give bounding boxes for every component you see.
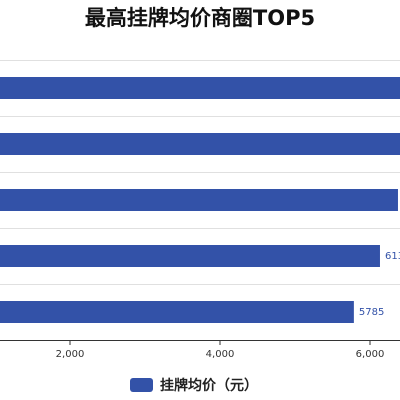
x-tick-label: 6,000	[356, 349, 385, 360]
band-lines	[0, 60, 400, 285]
legend-label: 挂牌均价（元）	[160, 377, 258, 394]
legend-swatch	[130, 378, 153, 392]
bar	[0, 189, 398, 211]
x-tick-label: 2,000	[56, 349, 85, 360]
x-tick-label: 4,000	[206, 349, 235, 360]
bar	[0, 245, 380, 267]
value-label: 6133	[385, 251, 400, 262]
bar	[0, 301, 354, 323]
chart-title: 最高挂牌均价商圈TOP5	[85, 6, 315, 30]
bar	[0, 77, 400, 99]
value-label: 5785	[359, 307, 384, 318]
bar	[0, 133, 400, 155]
